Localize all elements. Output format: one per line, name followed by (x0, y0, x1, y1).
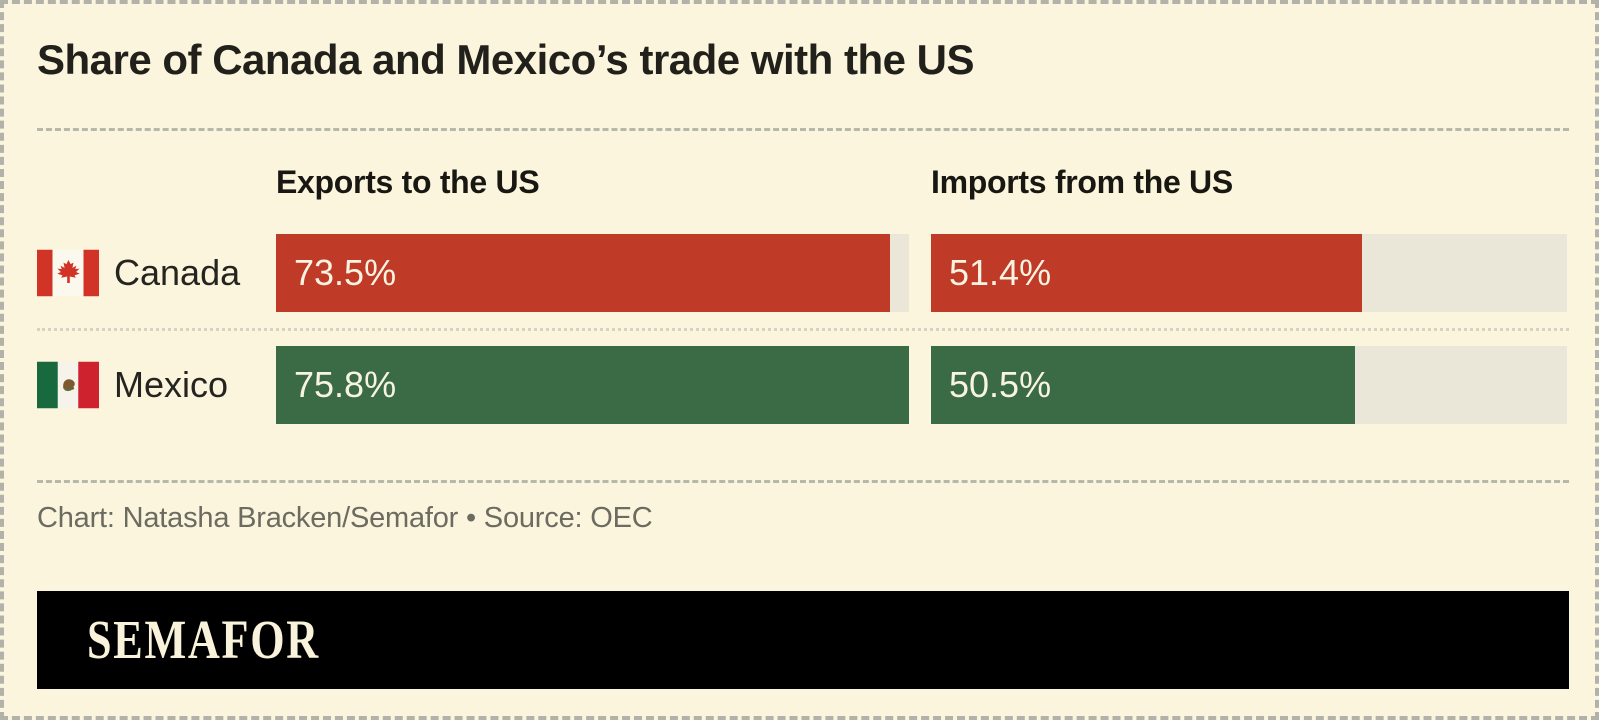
column-headers: Exports to the US Imports from the US (37, 164, 1569, 201)
brand-banner: SEMAFOR (37, 591, 1569, 689)
row-label-mexico: Mexico (37, 361, 276, 409)
bar-mexico-imports: 50.5% (931, 346, 1355, 424)
semafor-logo: SEMAFOR (87, 610, 320, 670)
bar-track-canada-exports: 73.5% (276, 234, 909, 312)
footer-divider (37, 480, 1569, 483)
country-label: Canada (114, 252, 241, 293)
column-gap (909, 164, 931, 201)
bar-canada-exports: 73.5% (276, 234, 890, 312)
bar-row-canada: Canada 73.5% 51.4% (37, 234, 1569, 312)
column-header-exports: Exports to the US (276, 164, 540, 200)
bar-canada-imports: 51.4% (931, 234, 1363, 312)
chart-title: Share of Canada and Mexico’s trade with … (37, 36, 975, 83)
column-header-imports: Imports from the US (931, 164, 1233, 200)
bar-value-label: 51.4% (949, 252, 1052, 293)
title-divider (37, 128, 1569, 131)
bar-value-label: 73.5% (294, 252, 397, 293)
bar-value-label: 75.8% (294, 364, 397, 405)
row-divider (37, 328, 1569, 331)
bar-track-canada-imports: 51.4% (931, 234, 1567, 312)
canada-flag-icon (37, 249, 99, 297)
country-label: Mexico (114, 364, 229, 405)
bar-mexico-exports: 75.8% (276, 346, 909, 424)
bar-track-mexico-imports: 50.5% (931, 346, 1567, 424)
row-label-canada: Canada (37, 249, 276, 297)
header-spacer (37, 164, 276, 201)
mexico-flag-icon (37, 361, 99, 409)
attribution-text: Chart: Natasha Bracken/Semafor • Source:… (37, 502, 653, 534)
bar-value-label: 50.5% (949, 364, 1052, 405)
bar-track-mexico-exports: 75.8% (276, 346, 909, 424)
bar-row-mexico: Mexico 75.8% 50.5% (37, 346, 1569, 424)
